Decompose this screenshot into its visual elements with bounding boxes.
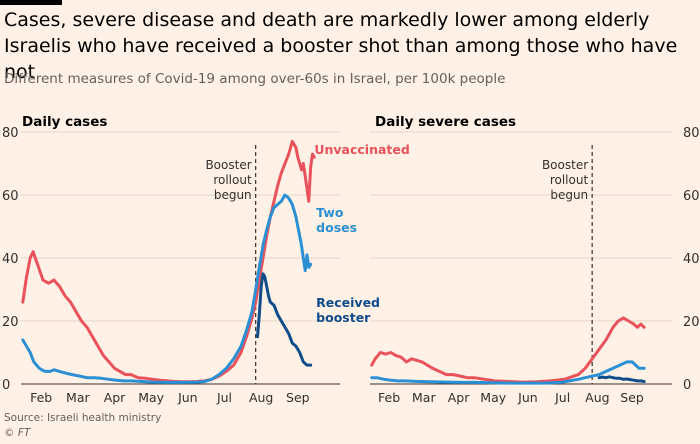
panel-title: Daily cases (22, 114, 107, 130)
series-label-unvaccinated: Unvaccinated (314, 142, 409, 157)
x-tick-label: Jul (554, 390, 570, 405)
series-label-booster: Received (316, 295, 380, 310)
x-tick-label: Feb (378, 390, 400, 405)
x-tick-label: Jul (216, 390, 232, 405)
series-label-two_doses: doses (316, 220, 357, 235)
annotation-label: Booster (542, 158, 588, 172)
series-label-booster: booster (316, 310, 371, 325)
series-line-unvaccinated (21, 139, 316, 384)
y-tick-label: 0 (683, 378, 691, 393)
y-tick-label: 20 (2, 315, 19, 330)
x-tick-label: Aug (249, 390, 273, 405)
series-line-booster (597, 375, 646, 383)
x-tick-label: Jun (517, 390, 538, 405)
x-tick-label: Mar (412, 390, 436, 405)
y-tick-label: 80 (2, 126, 19, 141)
annotation-label: begun (214, 188, 252, 202)
y-tick-label: 60 (683, 189, 700, 204)
source-note: Source: Israeli health ministry (4, 412, 162, 424)
chart-title: Cases, severe disease and death are mark… (4, 9, 678, 83)
series-line-booster (256, 272, 313, 367)
y-tick-label: 80 (683, 126, 700, 141)
brand-bar (0, 0, 62, 5)
series-label-two_doses: Two (316, 205, 344, 220)
x-tick-label: Feb (30, 390, 52, 405)
y-tick-label: 0 (2, 378, 10, 393)
x-tick-label: May (138, 390, 164, 405)
series-line-two_doses (370, 360, 646, 385)
panel-title: Daily severe cases (375, 114, 516, 130)
y-tick-label: 40 (2, 252, 19, 267)
annotation-label: rollout (550, 173, 589, 187)
x-tick-label: Aug (585, 390, 609, 405)
x-tick-label: Sep (286, 390, 310, 405)
copyright-note: © FT (4, 427, 31, 439)
annotation-label: begun (550, 188, 588, 202)
x-tick-label: Apr (448, 390, 470, 405)
x-tick-label: May (480, 390, 506, 405)
y-tick-label: 60 (2, 189, 19, 204)
series-line-unvaccinated (370, 316, 646, 384)
series-line-two_doses (21, 193, 313, 384)
y-tick-label: 20 (683, 315, 700, 330)
x-tick-label: Mar (66, 390, 90, 405)
x-tick-label: Apr (104, 390, 126, 405)
annotation-label: Booster (205, 158, 251, 172)
x-tick-label: Jun (177, 390, 198, 405)
x-tick-label: Sep (620, 390, 644, 405)
y-tick-label: 40 (683, 252, 700, 267)
annotation-label: rollout (213, 173, 252, 187)
chart-subtitle: Different measures of Covid-19 among ove… (4, 71, 506, 87)
